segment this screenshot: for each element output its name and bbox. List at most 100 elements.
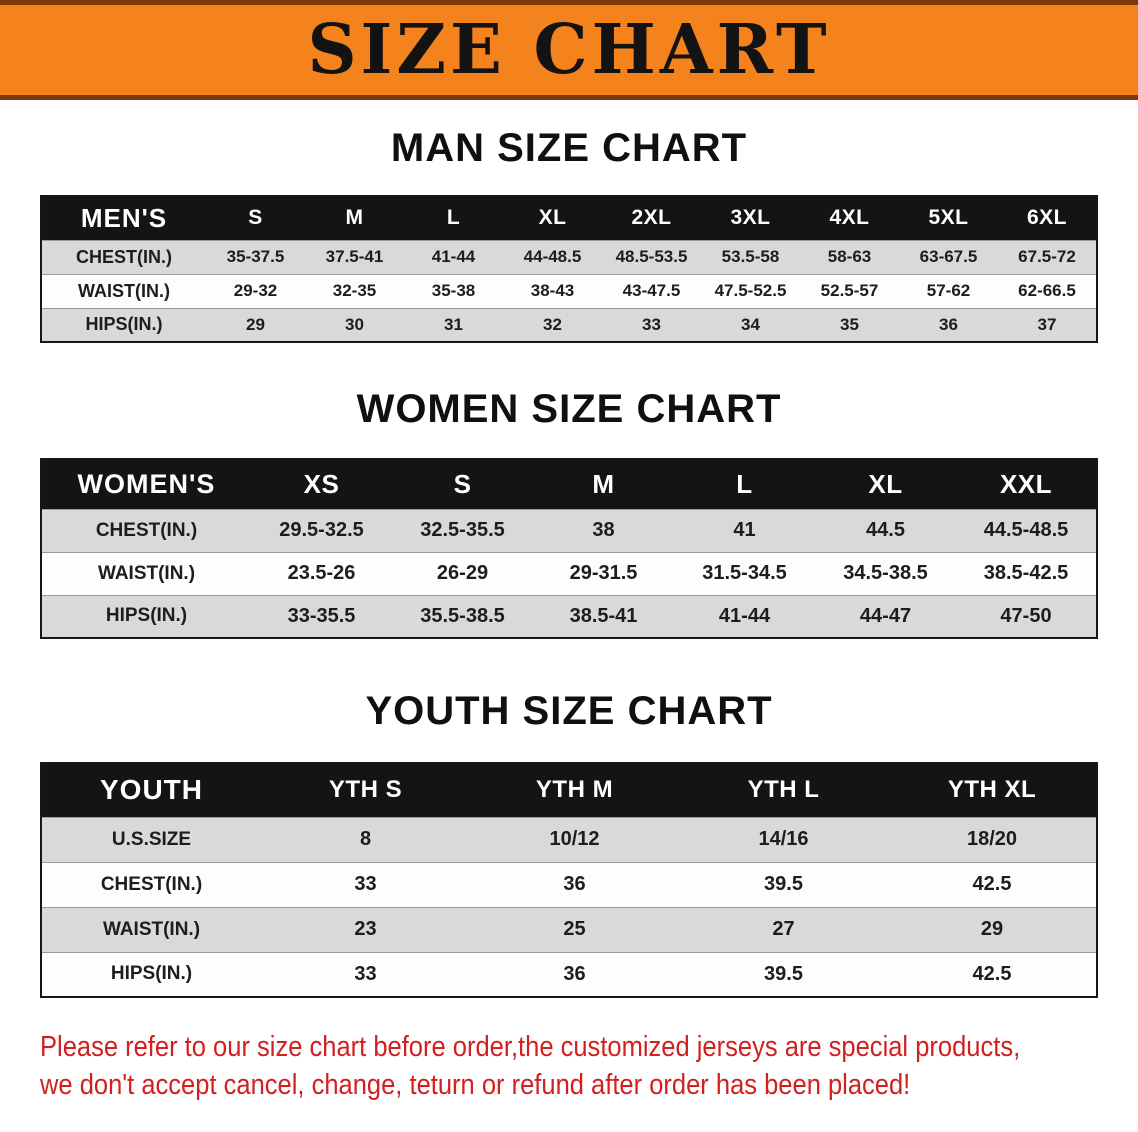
table-cell: 67.5-72 [998, 239, 1097, 274]
youth-section: YOUTH SIZE CHART YOUTH YTH S YTH M YTH L YTH… [0, 689, 1138, 998]
table-cell: 34.5-38.5 [815, 551, 956, 595]
column-header: 3XL [730, 206, 771, 230]
column-header: YTH M [535, 776, 614, 804]
table-cell: 29-32 [206, 273, 305, 308]
table-title: MEN'S [80, 202, 168, 233]
column-header: S [248, 206, 263, 230]
disclaimer: Please refer to our size chart before or… [40, 1028, 1120, 1105]
table-cell: 29-31.5 [533, 551, 674, 595]
row-label: WAIST(IN.) [41, 906, 261, 952]
column-header: L [446, 206, 461, 230]
table-cell: 32.5-35.5 [392, 508, 533, 552]
row-label: CHEST(IN.) [41, 508, 251, 552]
column-header: M [345, 206, 364, 230]
table-cell: 52.5-57 [800, 273, 899, 308]
table-row: WAIST(IN.) 23.5-26 26-29 29-31.5 31.5-34.5 34… [41, 551, 1097, 595]
table-cell: 29.5-32.5 [251, 508, 392, 552]
table-cell: 44-48.5 [503, 239, 602, 274]
table-cell: 10/12 [470, 816, 679, 862]
table-cell: 39.5 [679, 861, 888, 907]
table-cell: 38-43 [503, 273, 602, 308]
page-title: SIZE CHART [307, 10, 831, 90]
disclaimer-line-2: we don't accept cancel, change, teturn o… [40, 1069, 911, 1102]
youth-section-heading: YOUTH SIZE CHART [365, 689, 773, 733]
table-cell: 29 [888, 906, 1097, 952]
column-header: M [592, 468, 615, 499]
table-title: WOMEN'S [77, 468, 216, 499]
table-cell: 48.5-53.5 [602, 239, 701, 274]
row-label: HIPS(IN.) [41, 951, 261, 997]
table-cell: 41-44 [404, 239, 503, 274]
table-cell: 36 [899, 307, 998, 342]
row-label: CHEST(IN.) [41, 239, 206, 274]
table-cell: 23.5-26 [251, 551, 392, 595]
table-cell: 58-63 [800, 239, 899, 274]
table-row: CHEST(IN.) 33 36 39.5 42.5 [41, 861, 1097, 907]
column-header: 4XL [829, 206, 870, 230]
row-label: WAIST(IN.) [41, 273, 206, 308]
women-section: WOMEN SIZE CHART WOMEN'S XS S M L XL XXL CHEST(… [0, 387, 1138, 639]
table-cell: 36 [470, 861, 679, 907]
table-row: U.S.SIZE 8 10/12 14/16 18/20 [41, 816, 1097, 862]
table-row: HIPS(IN.) 29 30 31 32 33 34 35 36 37 [41, 307, 1097, 342]
table-cell: 44.5-48.5 [956, 508, 1097, 552]
table-cell: 41-44 [674, 594, 815, 638]
table-cell: 47-50 [956, 594, 1097, 638]
table-cell: 35 [800, 307, 899, 342]
table-row: HIPS(IN.) 33-35.5 35.5-38.5 38.5-41 41-44 44-… [41, 594, 1097, 638]
men-section-heading: MAN SIZE CHART [390, 126, 748, 170]
table-cell: 32 [503, 307, 602, 342]
column-header: XS [303, 468, 340, 499]
table-cell: 31 [404, 307, 503, 342]
column-header: S [453, 468, 472, 499]
table-cell: 44-47 [815, 594, 956, 638]
men-section: MAN SIZE CHART MEN'S S M L XL 2XL 3XL 4XL 5XL 6XL… [0, 126, 1138, 343]
table-cell: 27 [679, 906, 888, 952]
table-cell: 33 [602, 307, 701, 342]
table-cell: 26-29 [392, 551, 533, 595]
column-header: L [736, 468, 753, 499]
row-label: HIPS(IN.) [41, 307, 206, 342]
table-cell: 33 [261, 861, 470, 907]
table-cell: 43-47.5 [602, 273, 701, 308]
table-cell: 38.5-42.5 [956, 551, 1097, 595]
table-cell: 33-35.5 [251, 594, 392, 638]
table-cell: 35-37.5 [206, 239, 305, 274]
table-cell: 57-62 [899, 273, 998, 308]
column-header: YTH S [328, 776, 403, 804]
table-row: WAIST(IN.) 29-32 32-35 35-38 38-43 43-47.5 47.… [41, 273, 1097, 308]
table-title: YOUTH [100, 774, 203, 806]
table-header-row: WOMEN'S XS S M L XL XXL [41, 459, 1097, 509]
disclaimer-line-1: Please refer to our size chart before or… [40, 1031, 1021, 1063]
table-cell: 63-67.5 [899, 239, 998, 274]
table-cell: 18/20 [888, 816, 1097, 862]
table-header-row: YOUTH YTH S YTH M YTH L YTH XL [41, 763, 1097, 817]
women-section-heading: WOMEN SIZE CHART [356, 387, 782, 431]
table-cell: 14/16 [679, 816, 888, 862]
row-label: U.S.SIZE [41, 816, 261, 862]
table-row: HIPS(IN.) 33 36 39.5 42.5 [41, 951, 1097, 997]
table-cell: 47.5-52.5 [701, 273, 800, 308]
table-cell: 42.5 [888, 861, 1097, 907]
column-header: XL [868, 468, 903, 499]
table-cell: 8 [261, 816, 470, 862]
column-header: YTH L [747, 776, 820, 804]
table-cell: 35.5-38.5 [392, 594, 533, 638]
table-row: WAIST(IN.) 23 25 27 29 [41, 906, 1097, 952]
table-cell: 25 [470, 906, 679, 952]
column-header: 5XL [928, 206, 969, 230]
column-header: 2XL [631, 206, 672, 230]
table-row: CHEST(IN.) 35-37.5 37.5-41 41-44 44-48.5 48.5… [41, 239, 1097, 274]
table-cell: 42.5 [888, 951, 1097, 997]
table-cell: 53.5-58 [701, 239, 800, 274]
column-header: XL [538, 206, 567, 230]
row-label: WAIST(IN.) [41, 551, 251, 595]
table-cell: 33 [261, 951, 470, 997]
table-header-row: MEN'S S M L XL 2XL 3XL 4XL 5XL 6XL [41, 196, 1097, 240]
row-label: CHEST(IN.) [41, 861, 261, 907]
table-cell: 34 [701, 307, 800, 342]
table-cell: 32-35 [305, 273, 404, 308]
column-header: XXL [999, 468, 1053, 499]
men-size-table: MEN'S S M L XL 2XL 3XL 4XL 5XL 6XL CHEST(IN.) 35-37… [40, 195, 1098, 343]
